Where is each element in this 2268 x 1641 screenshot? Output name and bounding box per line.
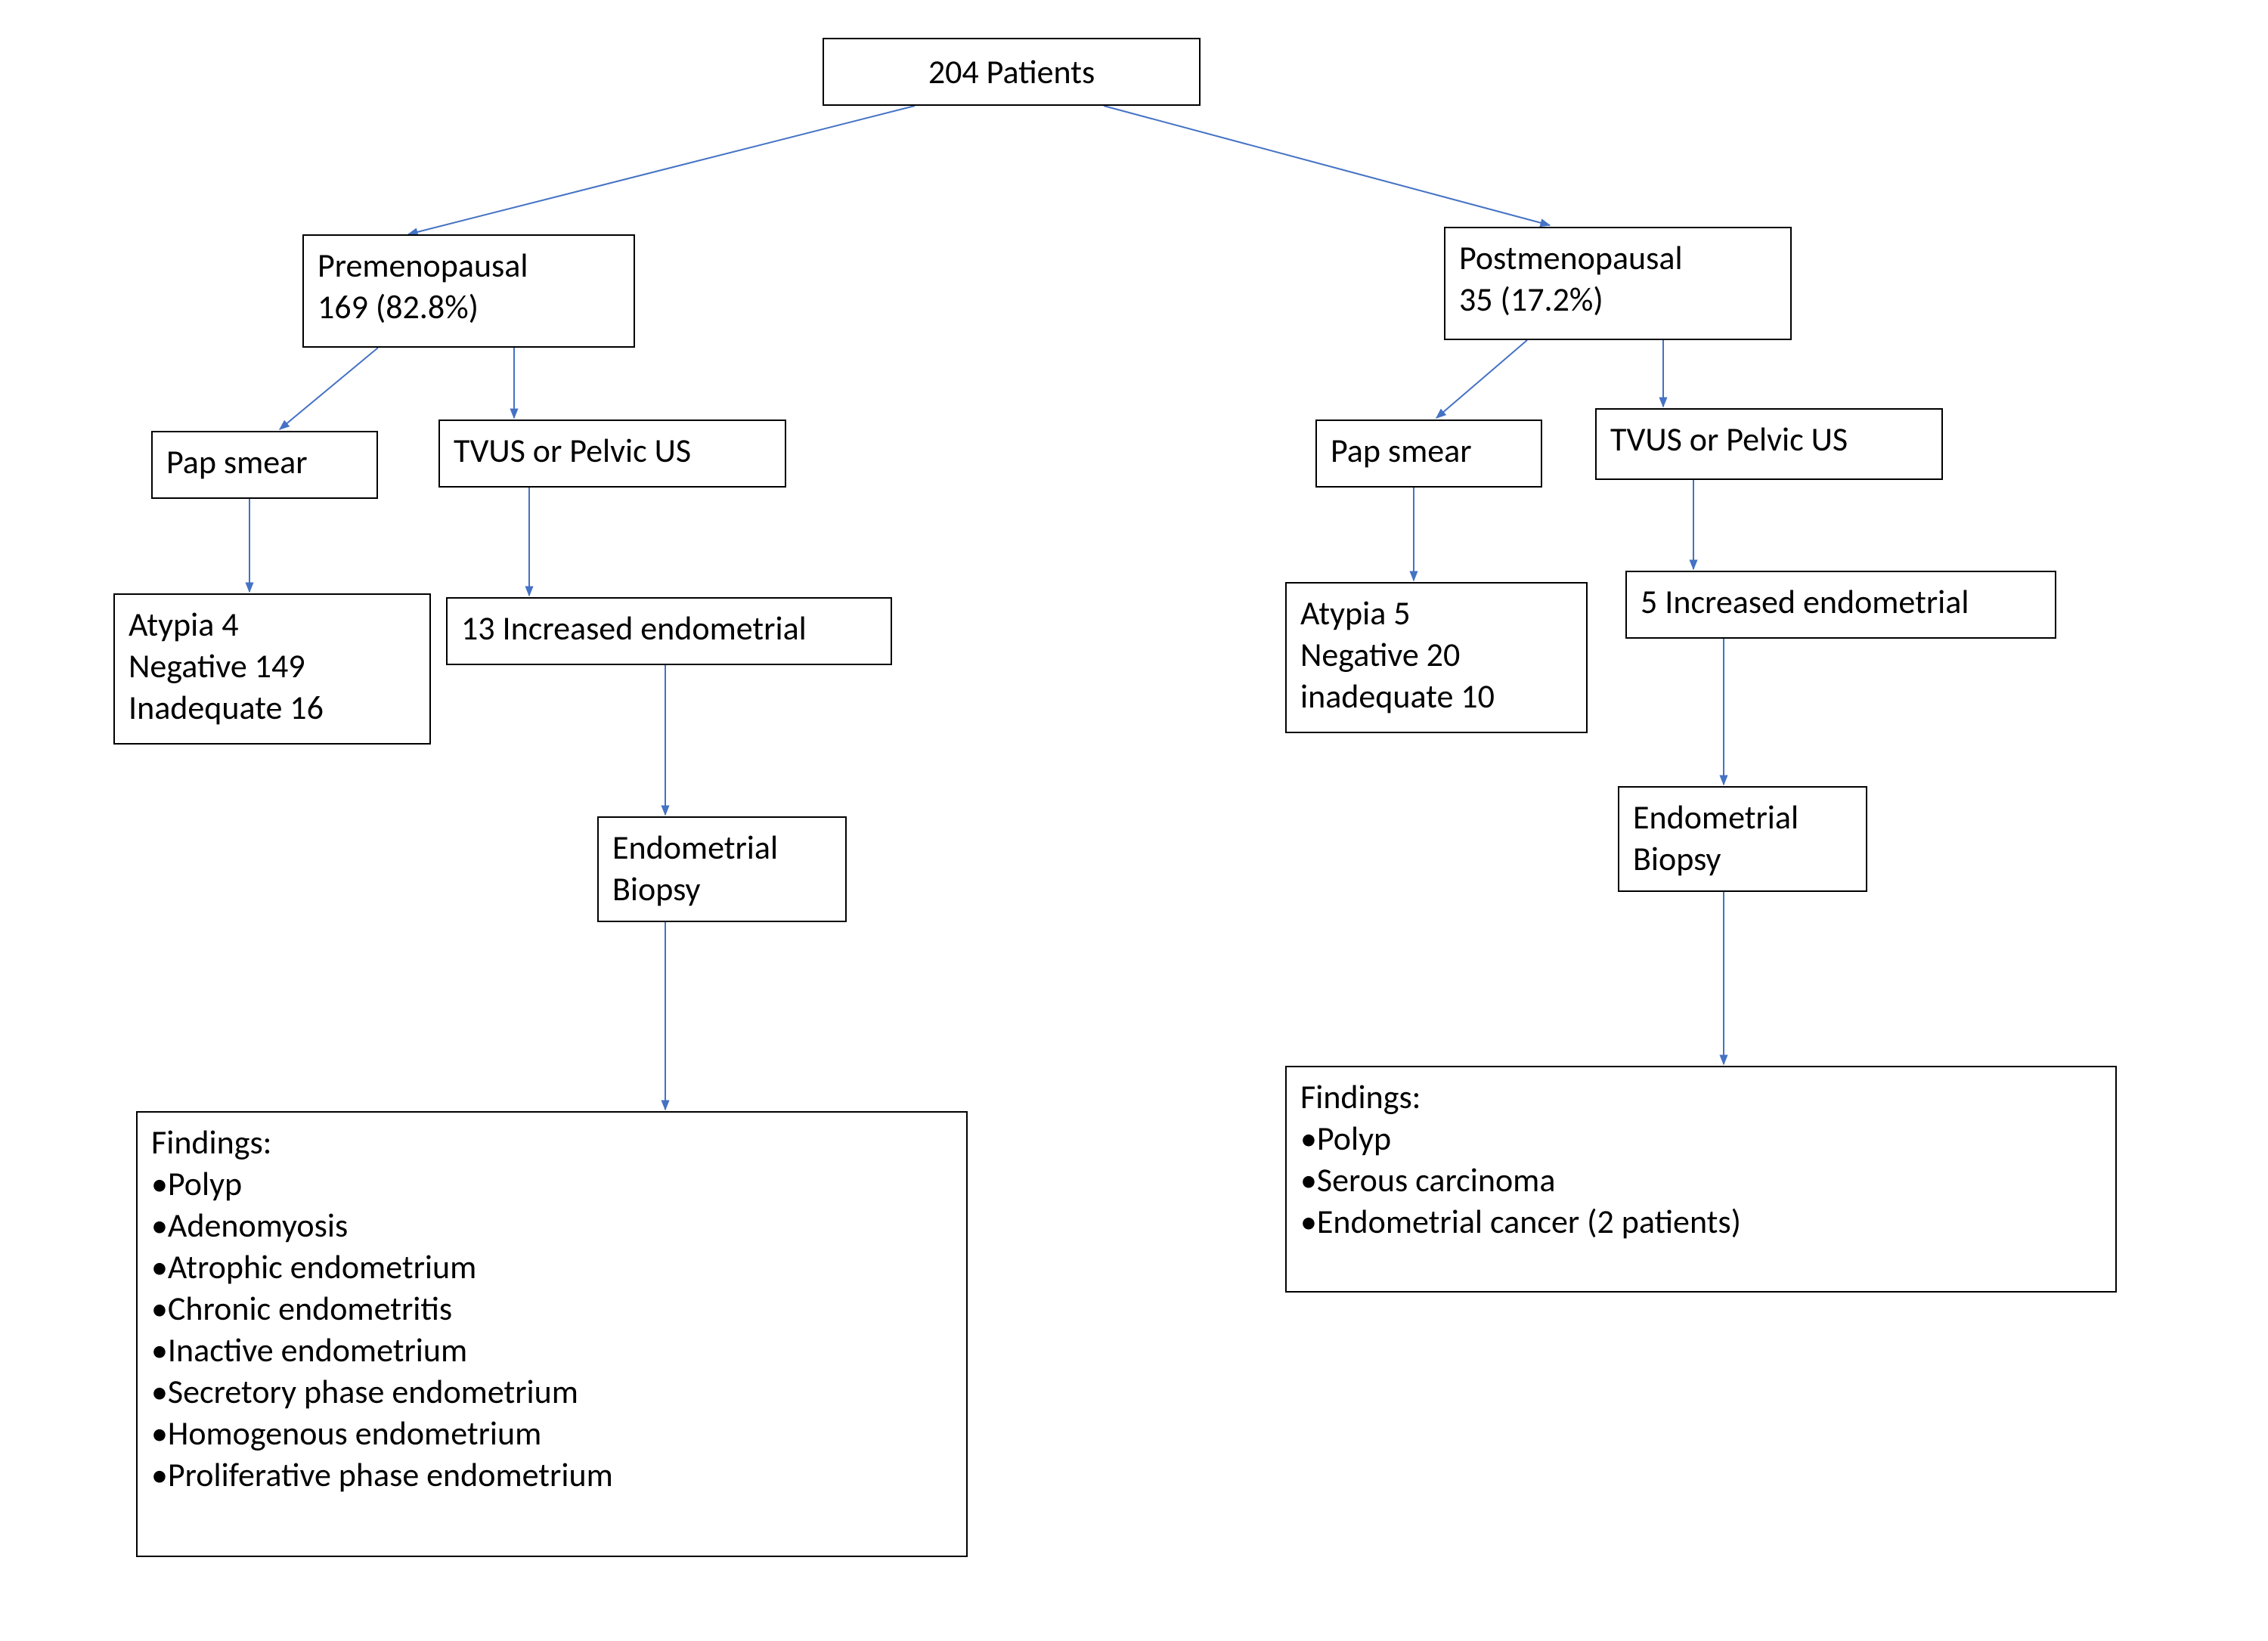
node-pre-pap-res-line: Negative 149 (129, 646, 416, 687)
node-pre-findings-line: •Chronic endometritis (151, 1288, 953, 1330)
node-pre-us-res-line: 13 Increased endometrial (461, 608, 877, 649)
node-pre-us: TVUS or Pelvic US (438, 420, 786, 488)
node-post-findings: Findings:•Polyp•Serous carcinoma•Endomet… (1285, 1066, 2117, 1293)
node-pre-findings-line: •Proliferative phase endometrium (151, 1454, 953, 1496)
node-pre-pap: Pap smear (151, 431, 378, 499)
node-pre-findings-line: •Secretory phase endometrium (151, 1371, 953, 1413)
node-pre-findings-line: •Inactive endometrium (151, 1330, 953, 1371)
node-pre-line: Premenopausal (318, 245, 620, 286)
edge-0 (408, 106, 915, 234)
node-pre-findings-line: •Atrophic endometrium (151, 1246, 953, 1288)
node-pre-findings-line: •Adenomyosis (151, 1205, 953, 1246)
node-pre-pap-res: Atypia 4Negative 149Inadequate 16 (113, 593, 431, 745)
node-pre-biopsy-line: Biopsy (612, 868, 832, 910)
node-pre-findings-line: •Polyp (151, 1163, 953, 1205)
node-pre: Premenopausal169 (82.8%) (302, 234, 635, 348)
node-root: 204 Patients (823, 38, 1201, 106)
node-post: Postmenopausal35 (17.2%) (1444, 227, 1792, 340)
node-post-biopsy-line: Biopsy (1633, 838, 1852, 880)
node-pre-pap-line: Pap smear (166, 441, 363, 483)
node-post-pap-res-line: Atypia 5 (1300, 593, 1572, 634)
node-post-line: Postmenopausal (1459, 237, 1777, 279)
node-pre-us-res: 13 Increased endometrial (446, 597, 892, 665)
edge-1 (1104, 106, 1550, 225)
node-post-findings-line: Findings: (1300, 1076, 2102, 1118)
node-post-us-res: 5 Increased endometrial (1625, 571, 2056, 639)
node-post-biopsy-line: Endometrial (1633, 797, 1852, 838)
node-pre-pap-res-line: Atypia 4 (129, 604, 416, 646)
node-pre-findings: Findings:•Polyp•Adenomyosis•Atrophic end… (136, 1111, 968, 1557)
node-pre-pap-res-line: Inadequate 16 (129, 687, 416, 729)
node-post-us-res-line: 5 Increased endometrial (1641, 581, 2041, 623)
node-pre-findings-line: Findings: (151, 1122, 953, 1163)
node-post-findings-line: •Serous carcinoma (1300, 1160, 2102, 1201)
node-post-pap: Pap smear (1315, 420, 1542, 488)
node-post-line: 35 (17.2%) (1459, 279, 1777, 320)
node-pre-findings-line: •Homogenous endometrium (151, 1413, 953, 1454)
node-post-pap-res-line: inadequate 10 (1300, 676, 1572, 717)
node-post-findings-line: •Polyp (1300, 1118, 2102, 1160)
node-post-us: TVUS or Pelvic US (1595, 408, 1943, 480)
flowchart-canvas: 204 Patients Premenopausal169 (82.8%) Post… (0, 0, 2268, 1641)
node-post-us-line: TVUS or Pelvic US (1610, 419, 1928, 460)
node-root-line: 204 Patients (928, 51, 1095, 93)
node-pre-biopsy-line: Endometrial (612, 827, 832, 868)
node-post-pap-res-line: Negative 20 (1300, 634, 1572, 676)
node-pre-biopsy: EndometrialBiopsy (597, 816, 847, 922)
node-post-pap-res: Atypia 5Negative 20inadequate 10 (1285, 582, 1588, 733)
edge-2 (280, 348, 378, 429)
node-post-pap-line: Pap smear (1331, 430, 1527, 472)
node-pre-line: 169 (82.8%) (318, 286, 620, 328)
node-post-findings-line: •Endometrial cancer (2 patients) (1300, 1201, 2102, 1243)
edge-4 (1436, 340, 1527, 418)
node-post-biopsy: EndometrialBiopsy (1618, 786, 1867, 892)
node-pre-us-line: TVUS or Pelvic US (454, 430, 771, 472)
